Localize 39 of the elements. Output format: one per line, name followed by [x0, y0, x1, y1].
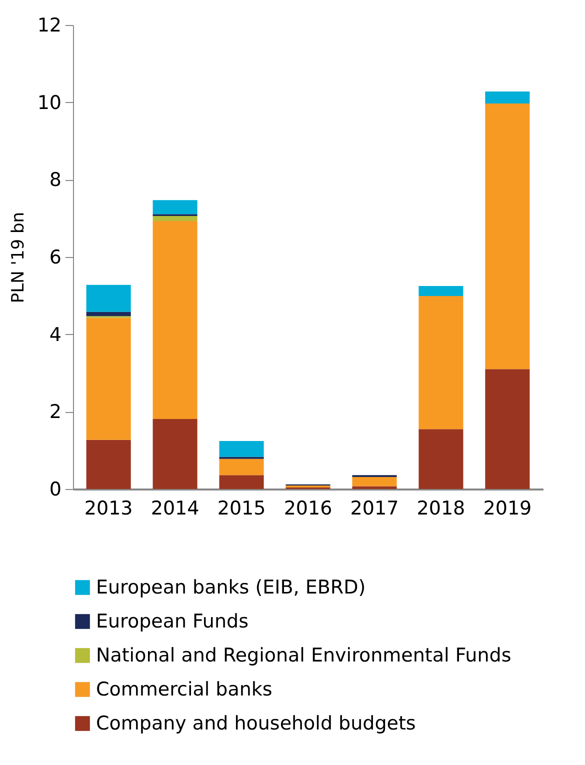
bar: [219, 441, 264, 457]
x-tick-label: 2018: [416, 498, 466, 520]
bar: [152, 419, 198, 489]
bar: [418, 286, 464, 296]
y-axis-title: PLN '19 bn: [8, 212, 28, 304]
bar: [219, 458, 264, 476]
bar: [86, 318, 131, 440]
y-tick-label: 10: [37, 92, 62, 114]
x-tick-label: 2014: [150, 498, 200, 520]
x-tick-label: 2017: [350, 498, 399, 520]
bar: [485, 92, 530, 104]
legend-label: Commercial banks: [96, 678, 272, 700]
x-tick-label: 2019: [483, 498, 532, 520]
bar: [418, 296, 464, 430]
bar: [485, 369, 530, 489]
bar: [219, 475, 264, 489]
bar: [352, 477, 397, 486]
bar: [86, 312, 131, 316]
legend-label: European Funds: [96, 610, 248, 632]
legend-label: European banks (EIB, EBRD): [96, 576, 366, 598]
x-tick-label: 2015: [217, 498, 266, 520]
bar: [86, 284, 131, 312]
y-tick-label: 12: [37, 14, 62, 36]
legend-label: Company and household budgets: [96, 712, 416, 734]
bar: [485, 103, 530, 370]
legend-label: National and Regional Environmental Funds: [96, 644, 512, 666]
bar: [152, 216, 198, 222]
x-tick-label: 2013: [84, 498, 133, 520]
x-tick-label: 2016: [284, 498, 332, 520]
y-tick-label: 4: [49, 324, 62, 346]
y-tick-label: 0: [49, 478, 62, 500]
y-tick-label: 2: [49, 401, 62, 424]
bar: [352, 486, 397, 489]
bar: [418, 429, 464, 489]
y-tick-label: 6: [49, 246, 62, 268]
y-tick-label: 8: [49, 169, 62, 192]
bar: [152, 200, 198, 214]
bar: [86, 440, 131, 489]
bar: [152, 221, 198, 420]
